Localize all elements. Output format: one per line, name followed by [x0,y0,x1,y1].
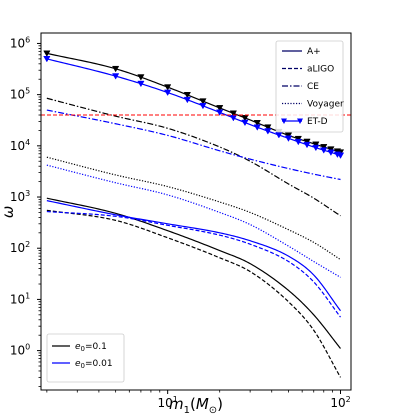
series-marker [264,128,272,135]
y-tick-label: 105 [10,87,30,102]
series-marker [216,109,224,116]
y-axis-label: ω [0,206,17,219]
series-marker [216,105,224,112]
y-tick-label: 104 [10,138,30,153]
series-marker [303,138,311,146]
series-marker [164,89,172,97]
series-marker [264,124,272,131]
series-marker [137,80,145,88]
series-line-a--e001 [46,200,341,312]
series-marker [241,115,249,122]
series-marker [43,50,51,57]
legend-eccentricity: e0=0.1 e0=0.01 [46,333,125,383]
legend-label: A+ [307,47,321,57]
series-marker [320,144,328,151]
y-tick-label: 103 [10,189,30,204]
legend-detectors-box [275,40,344,133]
series-layer [43,50,345,378]
y-tick-label: 106 [10,35,30,50]
legend-label: ET-D [307,117,328,127]
series-marker [199,98,207,105]
legend-marker [297,118,303,124]
series-marker [327,149,335,156]
legend-label: Voyager [307,100,344,110]
series-marker [137,74,145,81]
series-marker [183,96,191,104]
y-tick-label: 102 [10,240,30,255]
series-marker [112,65,120,73]
legend-label: aLIGO [307,65,334,75]
series-marker [229,110,238,117]
series-line-aligo-e01 [46,209,342,378]
legend-label: CE [307,82,319,92]
series-marker [241,119,249,127]
series-line-ce-e001 [46,109,341,181]
series-marker [312,141,320,148]
plot-frame [40,32,352,391]
series-marker [183,92,191,99]
series-marker [294,138,302,146]
series-marker [336,152,345,159]
series-marker [312,144,320,152]
series-marker [327,146,335,153]
x-tick-label: 101 [157,395,177,410]
series-marker [253,124,261,131]
series-marker [320,147,328,154]
y-tick-label: 100 [10,343,30,358]
series-marker [164,84,172,91]
legend-label: e0=0.1 [75,342,107,353]
series-marker [303,141,311,149]
series-marker [43,56,51,63]
x-axis-label: m1(M⊙) [169,395,223,415]
series-marker [284,135,293,142]
legend-marker [281,118,287,124]
series-marker [112,73,120,80]
y-tick-label: 101 [10,291,30,306]
x-tick-label: 102 [330,395,350,410]
series-marker [253,120,261,127]
series-line-ce-e01 [46,97,341,217]
legend-detectors: A+ aLIGO CE Voyager ET-D [275,40,344,133]
series-marker [199,102,207,110]
legend-label: e0=0.01 [75,359,113,370]
series-line-voyager-e001 [46,164,341,278]
